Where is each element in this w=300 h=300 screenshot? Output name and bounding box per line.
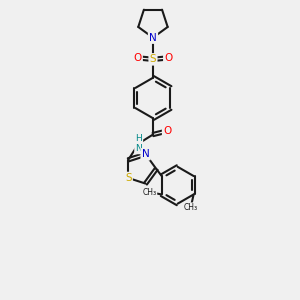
Text: O: O xyxy=(163,126,171,136)
Text: O: O xyxy=(134,53,142,63)
Text: N: N xyxy=(149,33,157,43)
Text: S: S xyxy=(150,54,156,64)
Text: CH₃: CH₃ xyxy=(142,188,156,196)
Text: O: O xyxy=(164,53,172,63)
Text: S: S xyxy=(125,173,132,183)
Text: N: N xyxy=(142,149,149,159)
Text: H
N: H N xyxy=(135,134,142,153)
Text: CH₃: CH₃ xyxy=(184,203,198,212)
